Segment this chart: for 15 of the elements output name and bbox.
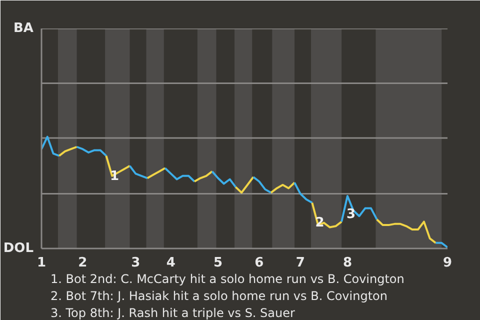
x-tick-label: 9 [442,256,452,270]
x-tick-label: 5 [214,256,223,270]
x-tick-label: 4 [166,256,176,270]
x-tick-label: 3 [131,256,140,270]
x-tick-label: 8 [342,256,352,270]
text: BA [14,21,34,36]
x-tick-label: 7 [296,256,305,270]
x-tick-label: 2 [78,256,88,270]
text: 2. Bot 7th: J. Hasiak hit a solo home run vs B. Covington [50,289,388,303]
x-tick-label: 1 [36,256,46,270]
annotation: 3 [346,206,356,222]
x-tick-label: 6 [254,256,264,270]
text: 3. Top 8th: J. Rash hit a triple vs S. Sauer [50,306,296,320]
text: 1. Bot 2nd: C. McCarty hit a solo home run vs B. Covington [50,272,404,286]
text: DOL [3,241,34,256]
